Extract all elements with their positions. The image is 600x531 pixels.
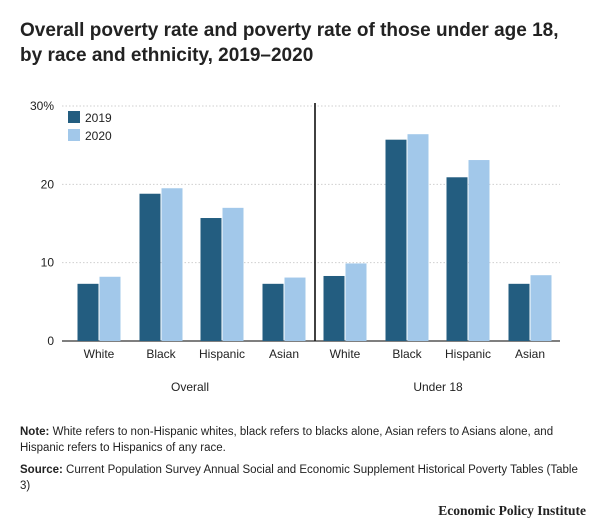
y-tick-label: 10 [41,256,55,270]
bar-2019-under-18-hispanic [446,177,468,341]
bar-2019-under-18-black [385,139,407,341]
group-labels: Overall Under 18 [171,380,463,394]
y-axis-ticks: 0 10 20 30% [30,99,54,348]
x-category-label: Black [146,347,176,361]
category-labels: White Black Hispanic Asian White Black Hispani… [84,347,545,361]
bar-2019-under-18-white [323,275,345,341]
bar-2020-under-18-hispanic [468,160,490,341]
bar-2020-overall-hispanic [222,207,244,341]
legend-label-2020: 2020 [85,129,112,143]
brand-logo-text: Economic Policy Institute [438,503,586,518]
source-label: Source: [20,464,63,476]
note-text: White refers to non-Hispanic whites, bla… [20,426,554,454]
chart-title: Overall poverty rate and poverty rate of… [20,20,559,66]
source-text: Current Population Survey Annual Social … [20,464,578,492]
y-tick-label: 30% [30,99,54,113]
bar-2020-overall-white [99,276,121,341]
bar-2019-overall-white [77,283,99,341]
bar-chart: 0 10 20 30% White Black Hispanic Asian White Bla… [30,99,560,394]
bar-2019-overall-asian [262,283,284,341]
footnotes: Note: White refers to non-Hispanic white… [20,424,585,500]
note-label: Note: [20,426,50,438]
legend: 2019 2020 [68,111,112,143]
note: Note: White refers to non-Hispanic white… [20,424,585,456]
bar-2019-under-18-asian [508,283,530,341]
bar-2020-overall-asian [284,277,306,341]
x-group-label: Under 18 [413,380,463,394]
x-category-label: White [84,347,115,361]
y-tick-label: 20 [41,177,55,191]
bar-2020-under-18-asian [530,275,552,341]
bar-2020-under-18-white [345,263,367,341]
source: Source: Current Population Survey Annual… [20,462,585,494]
legend-swatch-2020 [68,129,80,141]
bar-2019-overall-black [139,193,161,341]
bar-2020-overall-black [161,188,183,341]
x-category-label: Asian [269,347,299,361]
x-category-label: White [330,347,361,361]
bar-2019-overall-hispanic [200,218,222,341]
bar-2020-under-18-black [407,134,429,341]
legend-label-2019: 2019 [85,111,112,125]
legend-swatch-2019 [68,111,80,123]
x-category-label: Hispanic [199,347,245,361]
x-category-label: Asian [515,347,545,361]
x-group-label: Overall [171,380,209,394]
x-category-label: Hispanic [445,347,491,361]
x-category-label: Black [392,347,422,361]
bars [77,134,552,341]
y-tick-label: 0 [47,334,54,348]
